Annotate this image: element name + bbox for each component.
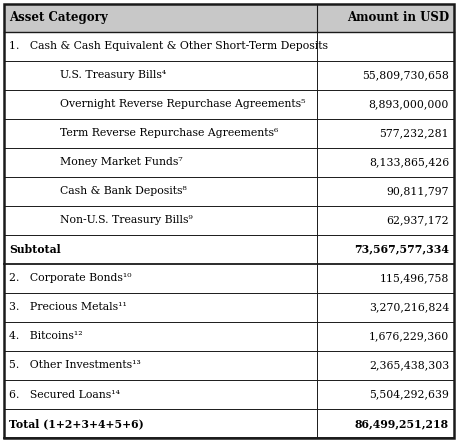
Text: 73,567,577,334: 73,567,577,334 [354,244,449,255]
Text: 1.   Cash & Cash Equivalent & Other Short-Term Deposits: 1. Cash & Cash Equivalent & Other Short-… [9,41,328,51]
Bar [4,380,454,409]
Text: 90,811,797: 90,811,797 [387,186,449,196]
Text: 4.   Bitcoins¹²: 4. Bitcoins¹² [9,332,82,341]
Text: Asset Category: Asset Category [9,11,108,24]
Text: 5.   Other Investments¹³: 5. Other Investments¹³ [9,361,141,370]
Text: 577,232,281: 577,232,281 [379,128,449,138]
Bar [4,235,454,264]
Bar [4,4,454,31]
Text: 2,365,438,303: 2,365,438,303 [369,361,449,370]
Text: 86,499,251,218: 86,499,251,218 [355,418,449,429]
Text: 8,893,000,000: 8,893,000,000 [369,99,449,109]
Text: 2.   Corporate Bonds¹⁰: 2. Corporate Bonds¹⁰ [9,273,131,283]
Text: U.S. Treasury Bills⁴: U.S. Treasury Bills⁴ [32,70,166,80]
Text: 5,504,292,639: 5,504,292,639 [369,389,449,400]
Text: 1,676,229,360: 1,676,229,360 [369,332,449,341]
Bar [4,409,454,438]
Bar [4,90,454,118]
Text: Term Reverse Repurchase Agreements⁶: Term Reverse Repurchase Agreements⁶ [32,128,278,138]
Bar [4,322,454,351]
Text: 8,133,865,426: 8,133,865,426 [369,157,449,167]
Text: 3.   Precious Metals¹¹: 3. Precious Metals¹¹ [9,302,127,312]
Bar [4,177,454,206]
Bar [4,148,454,177]
Text: Amount in USD: Amount in USD [347,11,449,24]
Text: 6.   Secured Loans¹⁴: 6. Secured Loans¹⁴ [9,389,120,400]
Text: Overnight Reverse Repurchase Agreements⁵: Overnight Reverse Repurchase Agreements⁵ [32,99,305,109]
Bar [4,264,454,293]
Bar [4,118,454,148]
Text: Non-U.S. Treasury Bills⁹: Non-U.S. Treasury Bills⁹ [32,215,193,225]
Text: Cash & Bank Deposits⁸: Cash & Bank Deposits⁸ [32,186,187,196]
Text: 62,937,172: 62,937,172 [387,215,449,225]
Bar [4,293,454,322]
Bar [4,61,454,90]
Text: 3,270,216,824: 3,270,216,824 [369,302,449,312]
Text: 115,496,758: 115,496,758 [380,273,449,283]
Text: Total (1+2+3+4+5+6): Total (1+2+3+4+5+6) [9,418,144,429]
Bar [4,31,454,61]
Text: Money Market Funds⁷: Money Market Funds⁷ [32,157,183,167]
Bar [4,206,454,235]
Bar [4,351,454,380]
Text: Subtotal: Subtotal [9,244,61,255]
Text: 55,809,730,658: 55,809,730,658 [362,70,449,80]
